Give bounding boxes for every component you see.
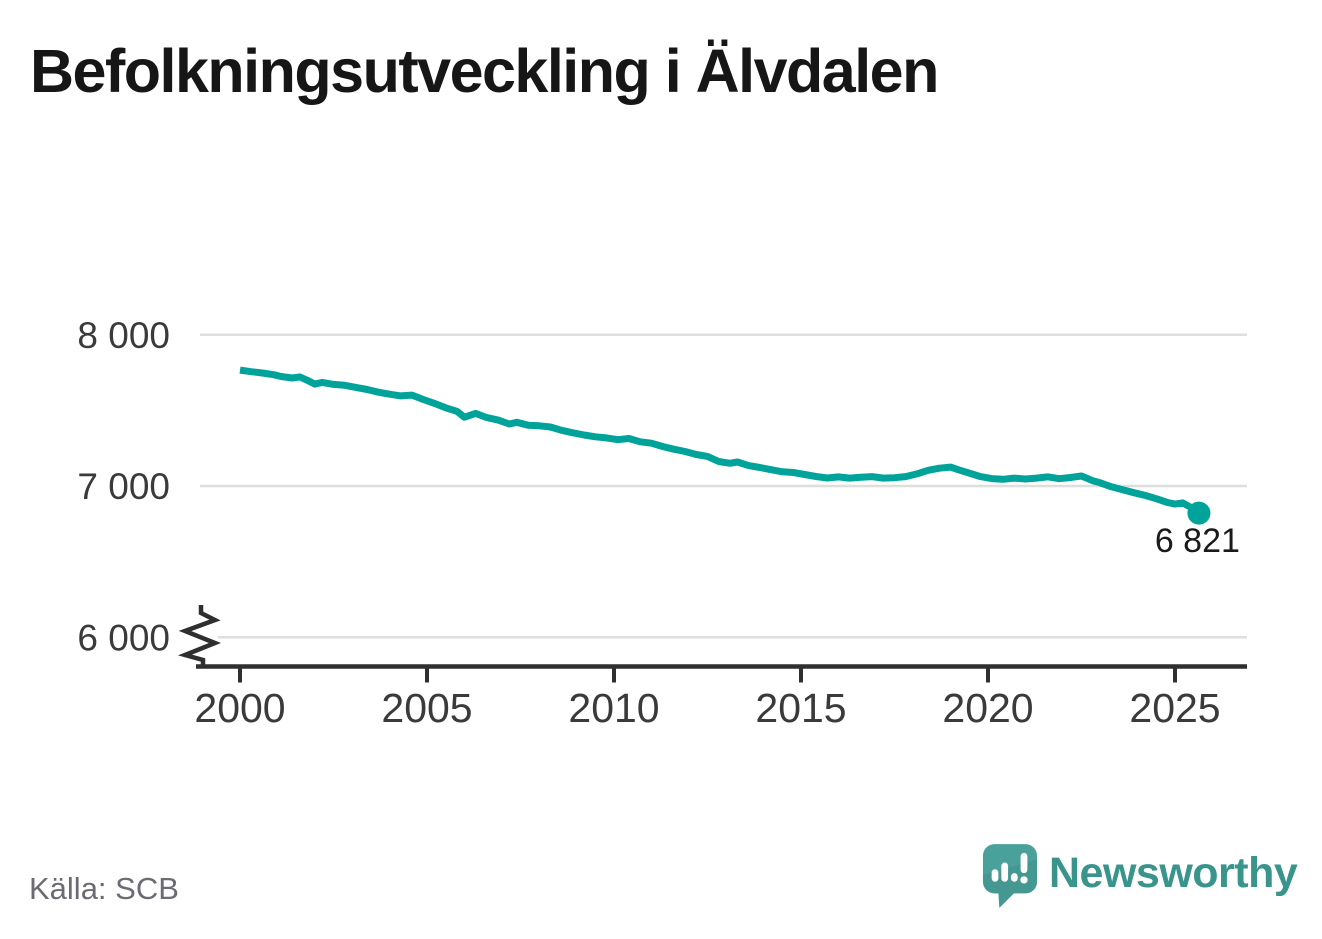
x-tick-label: 2020 xyxy=(942,685,1033,731)
population-line xyxy=(239,366,1201,516)
brand-wordmark: Newsworthy xyxy=(1049,848,1298,897)
x-tick-label: 2000 xyxy=(194,685,285,731)
x-tick-label: 2005 xyxy=(381,685,472,731)
exclamation-dot xyxy=(1020,876,1028,884)
y-tick-label: 7 000 xyxy=(77,466,170,507)
end-value-label: 6 821 xyxy=(1155,522,1240,560)
bar-short xyxy=(1010,873,1018,882)
newsworthy-bubble-chart-icon xyxy=(982,844,1038,908)
y-tick-label: 8 000 xyxy=(77,315,170,356)
exclamation-bar xyxy=(1020,852,1028,874)
x-tick-label: 2015 xyxy=(755,685,846,731)
x-tick-label: 2010 xyxy=(568,685,659,731)
y-tick-label: 6 000 xyxy=(77,617,170,658)
axis-break-icon xyxy=(177,605,222,666)
end-value-dot xyxy=(1187,501,1211,525)
bar-small xyxy=(991,869,999,882)
x-tick-label: 2025 xyxy=(1129,685,1220,731)
bar-tall xyxy=(1001,862,1009,882)
page-title: Befolkningsutveckling i Älvdalen xyxy=(30,37,939,105)
source-label: Källa: SCB xyxy=(29,871,179,906)
newsworthy-logo: Newsworthy xyxy=(982,843,1298,909)
